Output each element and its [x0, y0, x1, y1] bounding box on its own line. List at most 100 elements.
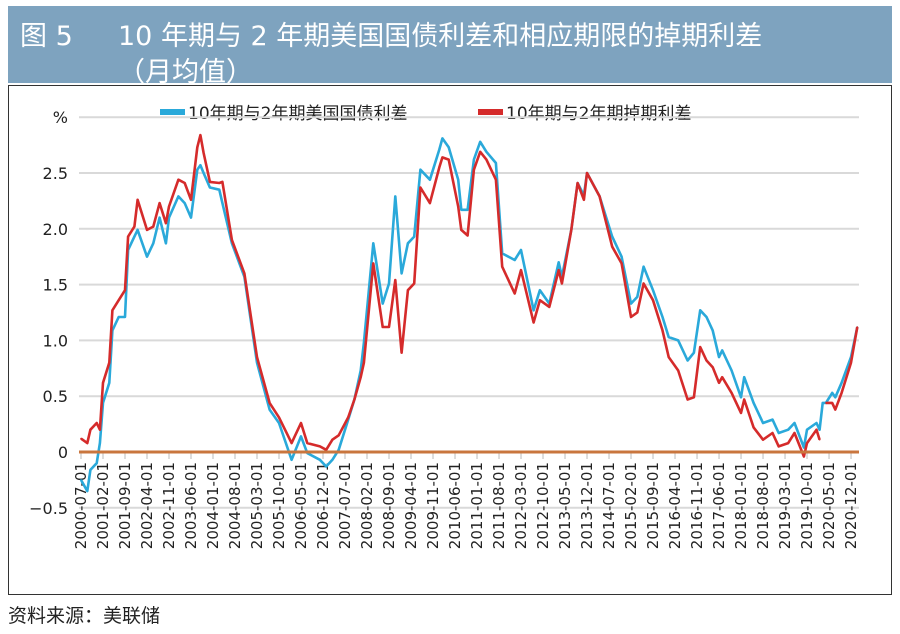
data-point: [447, 158, 450, 161]
data-point: [268, 402, 271, 404]
data-point: [762, 438, 764, 441]
data-point: [548, 306, 551, 308]
data-point: [777, 432, 780, 434]
data-point: [705, 359, 708, 362]
data-point: [86, 490, 89, 492]
y-tick-label: 1.0: [43, 331, 68, 350]
data-point: [586, 172, 588, 174]
data-point: [831, 392, 833, 394]
data-point: [202, 172, 205, 174]
x-tick-label: 2018-01-01: [732, 462, 750, 549]
data-point: [256, 356, 258, 358]
data-point: [325, 448, 327, 451]
x-tick-label: 2013-05-01: [556, 462, 574, 549]
data-point: [636, 311, 639, 314]
data-point: [834, 408, 837, 411]
data-point: [539, 289, 541, 291]
data-point: [95, 462, 98, 464]
data-point: [793, 422, 796, 424]
data-point: [146, 255, 148, 258]
data-point: [196, 146, 199, 149]
data-point: [231, 239, 233, 241]
data-point: [667, 336, 670, 338]
treasury-spread-line: [79, 137, 859, 493]
data-point: [611, 245, 613, 248]
data-point: [177, 178, 180, 181]
data-point: [718, 356, 720, 358]
data-point: [363, 341, 365, 344]
data-point: [718, 382, 720, 384]
data-point: [388, 282, 390, 285]
data-point: [762, 422, 764, 424]
data-point: [771, 432, 774, 434]
data-point: [199, 164, 202, 166]
data-point: [319, 445, 321, 448]
data-point: [127, 235, 129, 238]
data-point: [815, 422, 818, 424]
x-tick-label: 2019-10-01: [798, 462, 816, 549]
data-point: [158, 202, 161, 204]
x-tick-label: 2019-03-01: [776, 462, 794, 549]
x-tick-label: 2004-08-01: [226, 462, 244, 549]
data-point: [99, 428, 101, 431]
chart-frame: [8, 85, 892, 595]
data-point: [108, 361, 111, 364]
data-point: [457, 178, 459, 181]
data-point: [466, 234, 469, 237]
data-point: [165, 222, 167, 225]
data-point: [86, 442, 89, 444]
data-point: [111, 309, 114, 312]
data-point: [300, 435, 302, 438]
data-point: [136, 198, 139, 201]
x-tick-label: 2006-12-01: [314, 462, 332, 549]
data-point: [630, 316, 632, 318]
x-tick-label: 2005-10-01: [270, 462, 288, 549]
data-point: [532, 309, 535, 312]
x-tick-label: 2017-06-01: [710, 462, 728, 549]
data-point: [388, 326, 390, 328]
data-point: [441, 156, 444, 159]
data-point: [168, 205, 170, 208]
data-point: [108, 382, 111, 384]
data-point: [359, 376, 362, 379]
data-point: [793, 432, 796, 434]
data-point: [381, 326, 384, 328]
data-point: [539, 299, 541, 302]
data-point: [561, 282, 563, 285]
data-point: [306, 442, 309, 444]
data-point: [278, 416, 280, 419]
data-point: [331, 459, 334, 461]
data-point: [803, 446, 805, 449]
data-point: [337, 448, 340, 451]
data-point: [652, 289, 654, 291]
data-point: [438, 166, 441, 169]
data-point: [419, 168, 422, 171]
data-point: [620, 255, 623, 258]
data-point: [821, 402, 824, 404]
x-tick-label: 2015-09-01: [644, 462, 662, 549]
data-point: [447, 146, 450, 149]
x-tick-label: 2000-07-01: [72, 462, 90, 549]
data-point: [268, 408, 271, 411]
y-tick-label: 2.0: [43, 220, 68, 239]
data-point: [117, 316, 120, 318]
x-tick-label: 2009-04-01: [402, 462, 420, 549]
data-point: [831, 402, 833, 404]
data-point: [177, 195, 180, 198]
data-point: [102, 382, 104, 384]
data-point: [557, 261, 560, 264]
data-point: [479, 140, 481, 143]
data-point: [146, 229, 148, 231]
data-point: [117, 299, 120, 302]
data-point: [80, 479, 82, 481]
data-point: [221, 202, 224, 204]
data-point: [89, 469, 92, 471]
data-point: [353, 398, 356, 401]
data-point: [290, 442, 293, 444]
data-point: [598, 195, 601, 198]
swap-spread-line: [80, 133, 859, 458]
data-point: [190, 198, 192, 201]
data-point: [95, 422, 98, 424]
data-point: [413, 235, 415, 238]
data-point: [319, 459, 321, 461]
